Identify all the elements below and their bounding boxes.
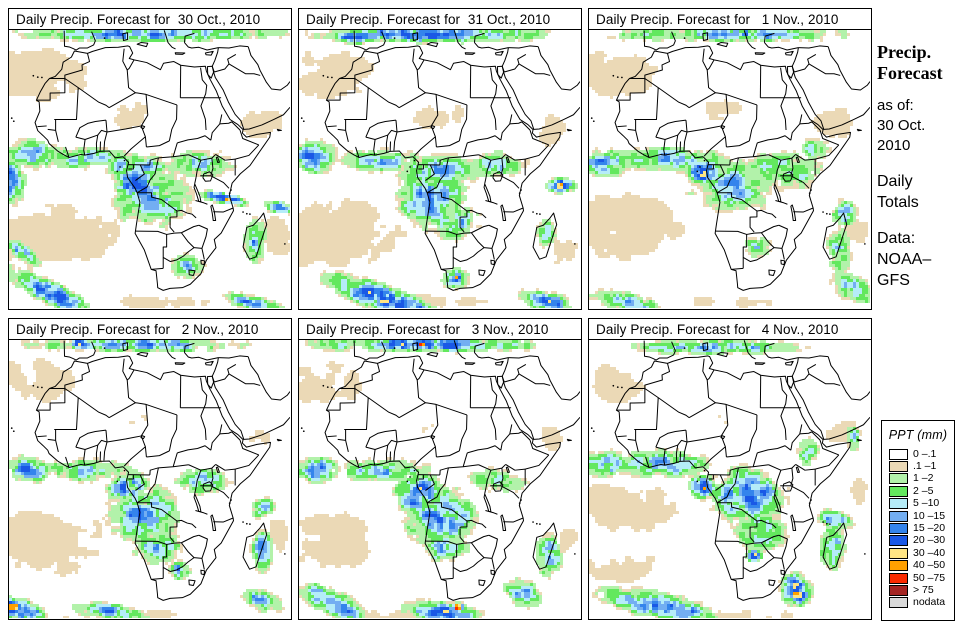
legend-row: 10 –15 (882, 510, 954, 522)
color-swatch (889, 448, 908, 460)
legend: PPT (mm) 0 –.1 .1 –1 1 –2 2 –5 5 –10 10 … (881, 420, 955, 621)
legend-label: > 75 (913, 583, 934, 596)
legend-row: 50 –75 (882, 572, 954, 584)
panel-grid: Daily Precip. Forecast for 30 Oct., 2010… (8, 8, 872, 620)
panel-title: Daily Precip. Forecast for 2 Nov., 2010 (8, 318, 292, 340)
totals-line2: Totals (877, 194, 919, 211)
legend-row: 5 –10 (882, 498, 954, 510)
legend-label: .1 –1 (913, 460, 937, 473)
forecast-panel: Daily Precip. Forecast for 31 Oct., 2010 (298, 8, 582, 310)
color-swatch (889, 510, 908, 522)
data-source-label: Data: (877, 230, 916, 247)
panel-title: Daily Precip. Forecast for 4 Nov., 2010 (588, 318, 872, 340)
legend-row: .1 –1 (882, 460, 954, 473)
legend-title: PPT (mm) (888, 428, 948, 442)
color-swatch (889, 547, 908, 559)
panel-title: Daily Precip. Forecast for 30 Oct., 2010 (8, 8, 292, 30)
color-swatch (889, 523, 908, 535)
precip-map (298, 338, 582, 620)
legend-label: nodata (913, 596, 946, 609)
as-of-date-line1: 30 Oct. (877, 117, 926, 134)
coastline-borders-overlay (299, 29, 580, 292)
forecast-panel: Daily Precip. Forecast for 4 Nov., 2010 (588, 318, 872, 620)
precip-map (588, 338, 872, 620)
legend-entries: 0 –.1 .1 –1 1 –2 2 –5 5 –10 10 –15 15 –2… (882, 448, 954, 609)
panel-title: Daily Precip. Forecast for 1 Nov., 2010 (588, 8, 872, 30)
forecast-panel: Daily Precip. Forecast for 30 Oct., 2010 (8, 8, 292, 310)
data-source-block: Data: NOAA– GFS (877, 228, 963, 291)
data-source-line1: NOAA– (877, 251, 932, 268)
legend-label: 10 –15 (913, 509, 946, 522)
as-of-label: as of: (877, 97, 914, 114)
color-swatch (889, 584, 908, 596)
data-source-line2: GFS (877, 272, 910, 289)
color-swatch (889, 473, 908, 485)
sidebar: Precip. Forecast as of: 30 Oct. 2010 Dai… (877, 42, 963, 291)
legend-row: nodata (882, 597, 954, 609)
legend-row: 15 –20 (882, 522, 954, 535)
panel-title: Daily Precip. Forecast for 3 Nov., 2010 (298, 318, 582, 340)
legend-label: 2 –5 (913, 484, 934, 497)
coastline-borders-overlay (9, 29, 290, 292)
forecast-panel: Daily Precip. Forecast for 1 Nov., 2010 (588, 8, 872, 310)
forecast-panel: Daily Precip. Forecast for 3 Nov., 2010 (298, 318, 582, 620)
precip-map (588, 28, 872, 310)
color-swatch (889, 560, 908, 572)
legend-row: 30 –40 (882, 547, 954, 559)
legend-label: 40 –50 (913, 559, 946, 572)
precip-map (8, 338, 292, 620)
coastline-borders-overlay (589, 29, 870, 292)
legend-row: 40 –50 (882, 560, 954, 572)
legend-row: > 75 (882, 584, 954, 596)
legend-label: 0 –.1 (913, 447, 937, 460)
legend-row: 0 –.1 (882, 448, 954, 460)
color-swatch (889, 535, 908, 547)
product-title-line2: Forecast (877, 63, 943, 83)
panel-title: Daily Precip. Forecast for 31 Oct., 2010 (298, 8, 582, 30)
legend-row: 1 –2 (882, 473, 954, 485)
coastline-borders-overlay (299, 339, 580, 602)
totals-block: Daily Totals (877, 171, 963, 213)
legend-label: 1 –2 (913, 472, 934, 485)
coastline-borders-overlay (9, 339, 290, 602)
as-of-date-line2: 2010 (877, 137, 911, 154)
totals-line1: Daily (877, 173, 913, 190)
color-swatch (889, 572, 908, 584)
legend-row: 20 –30 (882, 535, 954, 547)
legend-label: 20 –30 (913, 534, 946, 547)
legend-label: 50 –75 (913, 571, 946, 584)
product-title-line1: Precip. (877, 42, 932, 62)
forecast-panel: Daily Precip. Forecast for 2 Nov., 2010 (8, 318, 292, 620)
coastline-borders-overlay (589, 339, 870, 602)
legend-label: 15 –20 (913, 522, 946, 535)
product-title: Precip. Forecast (877, 42, 963, 84)
precip-map (8, 28, 292, 310)
precip-map (298, 28, 582, 310)
color-swatch (889, 461, 908, 473)
color-swatch (889, 498, 908, 510)
color-swatch (889, 597, 908, 609)
color-swatch (889, 485, 908, 497)
legend-label: 5 –10 (913, 497, 940, 510)
legend-label: 30 –40 (913, 546, 946, 559)
legend-row: 2 –5 (882, 485, 954, 497)
as-of-block: as of: 30 Oct. 2010 (877, 96, 963, 156)
